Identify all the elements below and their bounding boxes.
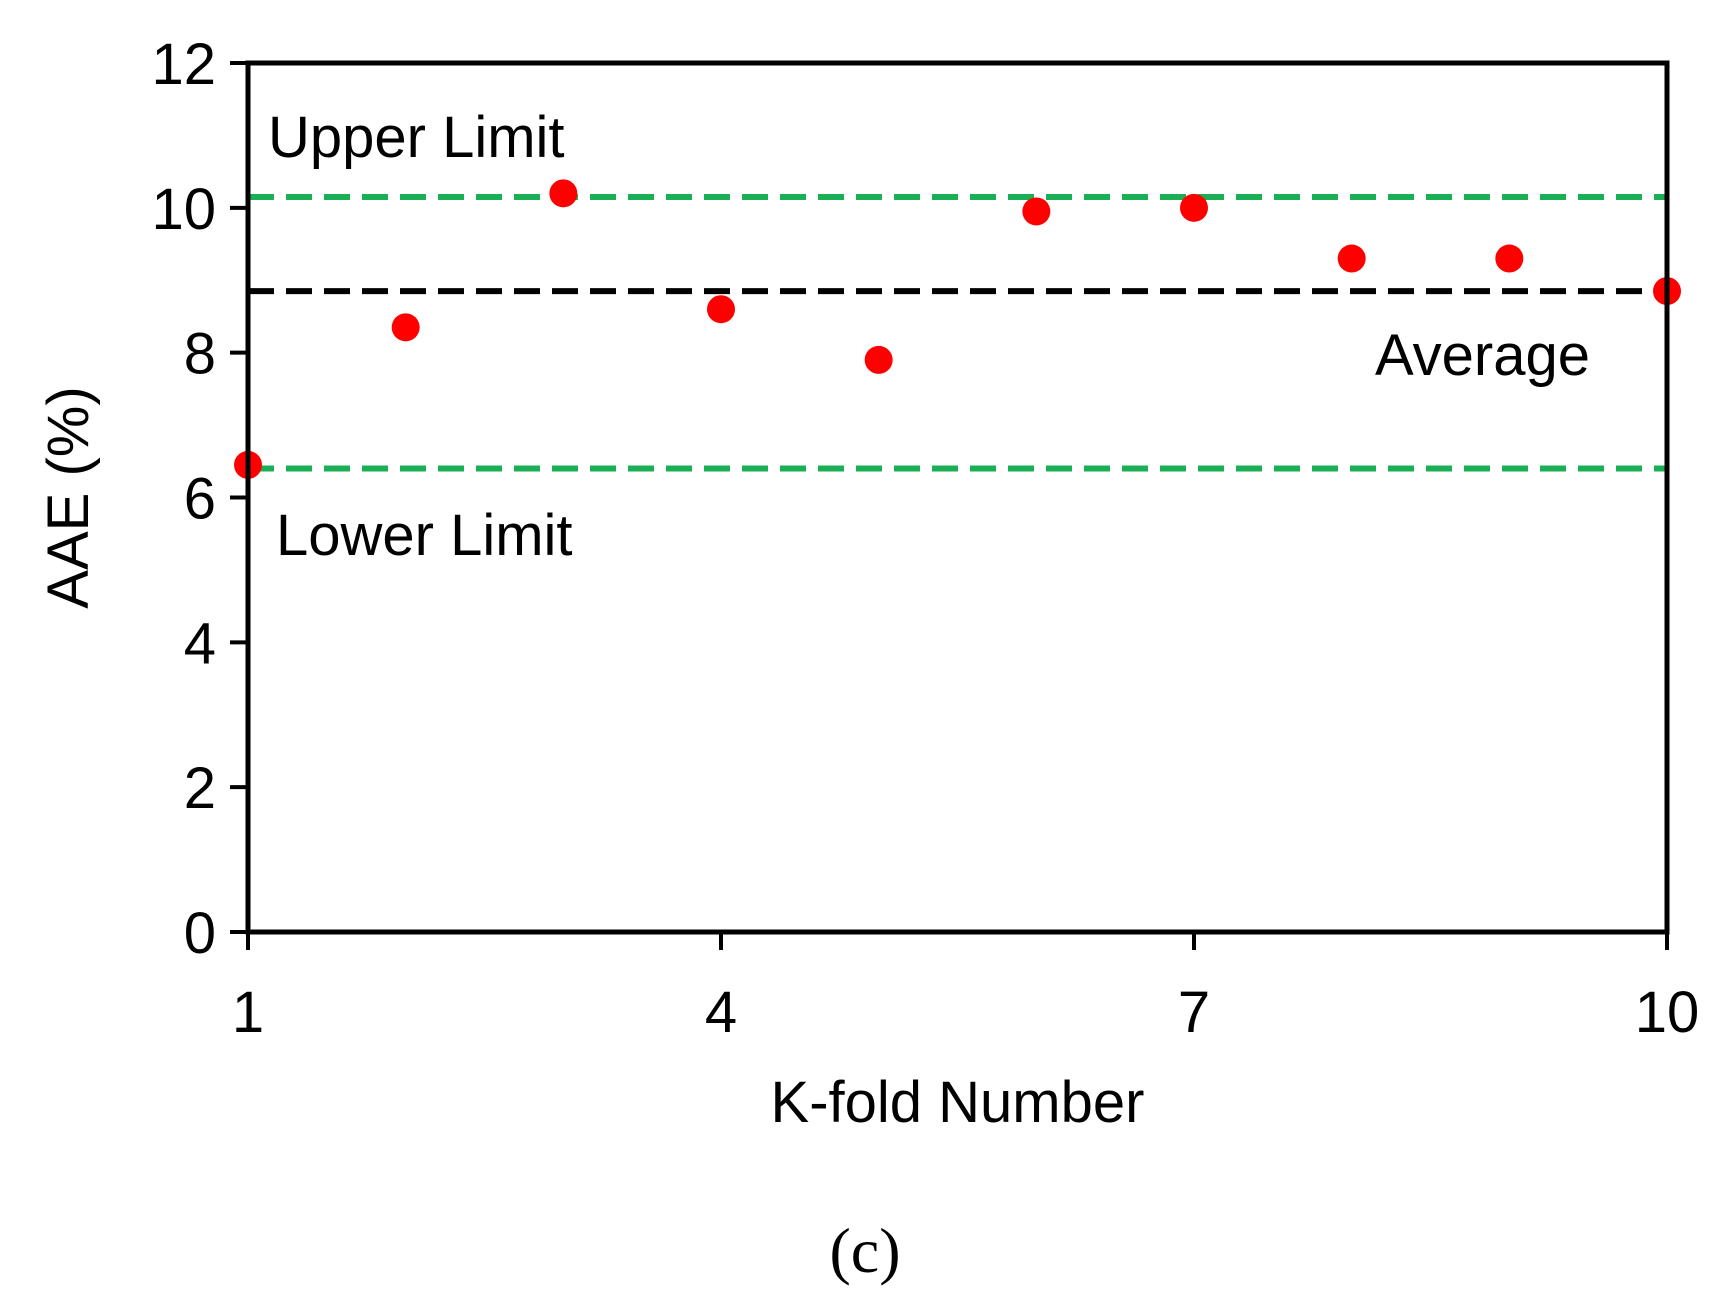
- y-tick-label: 0: [184, 901, 216, 966]
- data-points: [234, 179, 1681, 479]
- data-point: [1495, 244, 1524, 273]
- x-tick-label: 10: [1635, 980, 1700, 1045]
- data-point: [1022, 197, 1051, 226]
- panel-label: (c): [829, 1215, 900, 1286]
- x-tick-label: 4: [705, 980, 737, 1045]
- average-label: Average: [1375, 323, 1590, 388]
- lower-limit-label: Lower Limit: [276, 503, 573, 568]
- x-axis-title: K-fold Number: [771, 1070, 1145, 1135]
- data-point: [864, 345, 893, 374]
- data-point: [1337, 244, 1366, 273]
- reference-lines: [248, 193, 1667, 472]
- data-point: [707, 295, 735, 324]
- y-tick-label: 10: [151, 177, 216, 242]
- y-tick-label: 2: [184, 756, 216, 821]
- y-tick-label: 12: [151, 32, 216, 97]
- y-tick-label: 6: [184, 467, 216, 532]
- data-point: [549, 179, 578, 208]
- upper-limit-label: Upper Limit: [268, 105, 565, 170]
- data-point: [1180, 193, 1208, 222]
- y-tick-label: 4: [184, 611, 216, 676]
- x-tick-label: 1: [232, 980, 264, 1045]
- y-axis-title: AAE (%): [36, 386, 101, 608]
- y-axis-ticks: 0 2 4 6 8 10 12: [151, 32, 248, 966]
- reference-line-labels: Upper Limit Average Lower Limit: [268, 105, 1590, 568]
- y-tick-label: 8: [184, 322, 216, 387]
- x-tick-label: 7: [1178, 980, 1210, 1045]
- x-axis-ticks: 1 4 7 10: [232, 932, 1699, 1045]
- data-point: [391, 313, 420, 342]
